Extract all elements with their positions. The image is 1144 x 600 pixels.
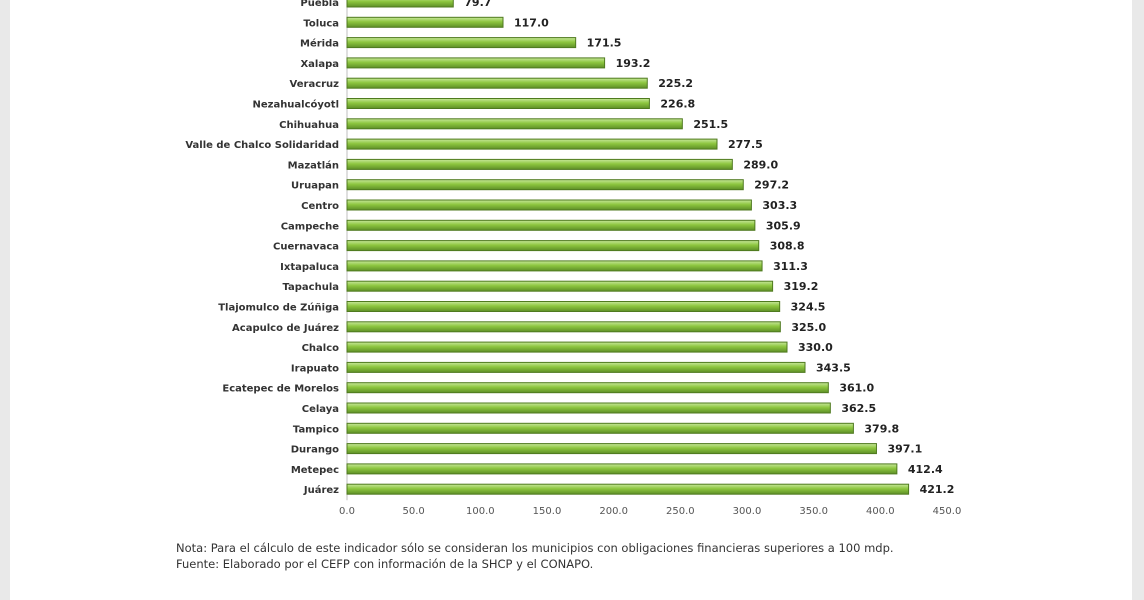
value-label-0: 79.7 — [464, 0, 491, 9]
category-label-19: Ecatepec de Morelos — [222, 384, 339, 395]
value-label-20: 362.5 — [841, 402, 876, 415]
bar-0 — [346, 0, 454, 8]
bar-9 — [346, 179, 744, 191]
value-label-23: 412.4 — [908, 463, 943, 476]
category-label-1: Toluca — [303, 18, 339, 29]
value-label-8: 289.0 — [743, 158, 778, 171]
bar-8 — [346, 158, 733, 170]
category-label-14: Tapachula — [282, 282, 339, 293]
value-label-5: 226.8 — [660, 98, 695, 111]
category-label-11: Campeche — [281, 221, 339, 232]
value-label-19: 361.0 — [839, 382, 874, 395]
value-label-1: 117.0 — [514, 16, 549, 29]
category-label-3: Xalapa — [300, 59, 339, 70]
value-label-21: 379.8 — [864, 422, 899, 435]
value-label-24: 421.2 — [920, 483, 955, 496]
value-label-4: 225.2 — [658, 77, 693, 90]
category-label-6: Chihuahua — [279, 120, 339, 131]
bar-24 — [346, 483, 910, 495]
bar-16 — [346, 321, 781, 333]
value-label-9: 297.2 — [754, 179, 789, 192]
category-label-13: Ixtapaluca — [280, 262, 339, 273]
bar-5 — [346, 98, 650, 109]
value-label-3: 193.2 — [616, 57, 651, 70]
report-page: Puebla 79.7 Toluca 117.0 Mérida 171.5 Xalapa 19… — [10, 0, 1132, 600]
bar-17 — [346, 341, 788, 353]
bar-3 — [346, 57, 606, 69]
category-label-5: Nezahualcóyotl — [252, 99, 339, 111]
bar-23 — [346, 463, 898, 475]
x-tick-label-3: 150.0 — [533, 506, 562, 517]
category-label-17: Chalco — [302, 343, 340, 354]
x-tick-label-2: 100.0 — [466, 506, 495, 517]
bar-13 — [346, 260, 763, 272]
bar-6 — [346, 118, 683, 130]
bar-2 — [346, 37, 577, 49]
x-tick-label-8: 400.0 — [866, 506, 895, 517]
category-label-15: Tlajomulco de Zúñiga — [218, 302, 339, 314]
x-tick-label-0: 0.0 — [339, 506, 355, 517]
category-label-12: Cuernavaca — [273, 242, 339, 253]
category-label-20: Celaya — [302, 404, 339, 415]
category-label-24: Juárez — [303, 484, 339, 496]
bar-10 — [346, 199, 752, 211]
bar-chart: Puebla 79.7 Toluca 117.0 Mérida 171.5 Xalapa 19… — [185, 0, 962, 517]
category-label-16: Acapulco de Juárez — [232, 322, 339, 334]
value-label-18: 343.5 — [816, 361, 851, 374]
chart-notes: Nota: Para el cálculo de este indicador … — [176, 540, 894, 572]
category-label-2: Mérida — [300, 38, 339, 50]
x-tick-label-4: 200.0 — [599, 506, 628, 517]
bar-12 — [346, 240, 760, 252]
x-tick-label-9: 450.0 — [933, 506, 962, 517]
category-label-18: Irapuato — [291, 363, 339, 374]
category-label-21: Tampico — [293, 424, 339, 435]
bar-1 — [346, 16, 504, 28]
x-tick-label-5: 250.0 — [666, 506, 695, 517]
bar-21 — [346, 422, 854, 434]
category-label-0: Puebla — [300, 0, 339, 9]
category-label-4: Veracruz — [290, 79, 340, 90]
value-label-14: 319.2 — [784, 280, 819, 293]
value-label-16: 325.0 — [791, 321, 826, 334]
category-label-7: Valle de Chalco Solidaridad — [185, 140, 339, 151]
bar-22 — [346, 443, 877, 455]
value-label-2: 171.5 — [587, 37, 622, 50]
category-label-10: Centro — [301, 201, 339, 212]
x-tick-label-1: 50.0 — [403, 506, 425, 517]
value-label-7: 277.5 — [728, 138, 763, 151]
value-label-11: 305.9 — [766, 219, 801, 232]
value-label-22: 397.1 — [887, 443, 922, 456]
source-text: Fuente: Elaborado por el CEFP con inform… — [176, 557, 594, 571]
value-label-15: 324.5 — [791, 301, 826, 314]
category-label-23: Metepec — [291, 465, 339, 476]
x-tick-label-6: 300.0 — [733, 506, 762, 517]
bar-4 — [346, 77, 648, 89]
category-label-8: Mazatlán — [288, 159, 339, 171]
note-text: Nota: Para el cálculo de este indicador … — [176, 541, 894, 555]
value-label-6: 251.5 — [693, 118, 728, 131]
value-label-13: 311.3 — [773, 260, 808, 273]
bar-20 — [346, 402, 831, 414]
value-label-17: 330.0 — [798, 341, 833, 354]
bar-14 — [346, 280, 774, 292]
bar-7 — [346, 138, 718, 150]
bar-11 — [346, 219, 756, 231]
value-label-10: 303.3 — [762, 199, 797, 212]
bar-19 — [346, 382, 829, 394]
bar-15 — [346, 301, 781, 312]
value-label-12: 308.8 — [770, 240, 805, 253]
category-label-9: Uruapan — [291, 181, 339, 192]
bar-18 — [346, 361, 806, 373]
x-tick-label-7: 350.0 — [799, 506, 828, 517]
category-label-22: Durango — [291, 445, 339, 456]
